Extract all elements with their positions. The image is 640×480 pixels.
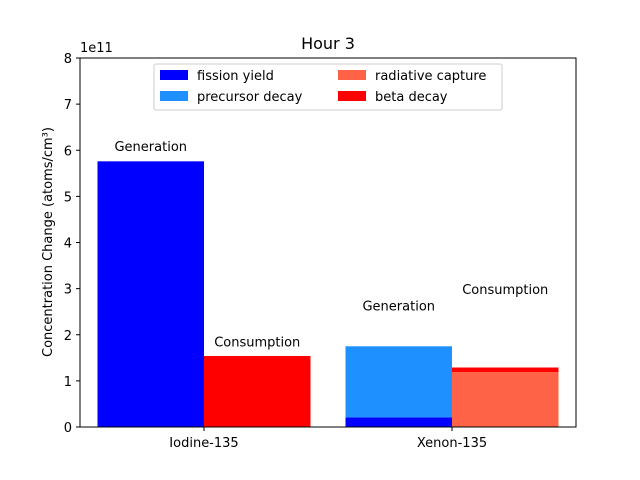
bar-fission-yield-xenon-135 [345, 417, 452, 427]
legend-label: fission yield [197, 69, 274, 84]
legend: fission yield precursor decay radiative ca… [153, 63, 503, 111]
legend-swatch [160, 91, 188, 101]
legend-swatch [338, 70, 366, 80]
legend-label: radiative capture [375, 69, 486, 84]
bar-radiative-capture-xenon-135 [452, 372, 559, 427]
bar-fission-yield-iodine-135 [97, 161, 204, 427]
axes-layer: 0 1 2 3 4 5 6 7 8 Iodine-135 Xenon-135 [64, 52, 577, 451]
y-tick-label: 3 [64, 283, 72, 298]
annotation-label: Generation [362, 300, 435, 315]
bar-precursor-decay-xenon-135 [345, 346, 452, 418]
bar-beta-decay-xenon-135 [452, 367, 559, 373]
annotation-label: Generation [114, 140, 187, 155]
legend-swatch [160, 70, 188, 80]
annotation-label: Consumption [214, 336, 300, 351]
y-tick-label: 1 [64, 375, 72, 390]
y-tick-label: 4 [64, 237, 72, 252]
y-tick-label: 6 [64, 144, 72, 159]
legend-swatch [338, 91, 366, 101]
legend-label: precursor decay [197, 90, 303, 105]
x-tick-label: Iodine-135 [169, 436, 238, 451]
y-tick-label: 5 [64, 190, 72, 205]
chart-title: Hour 3 [301, 34, 355, 53]
bar-beta-decay-iodine-135 [204, 355, 311, 427]
bars-layer [97, 161, 559, 427]
y-tick-label: 8 [64, 52, 72, 67]
y-tick-label: 2 [64, 329, 72, 344]
x-tick-label: Xenon-135 [417, 436, 487, 451]
y-tick-label: 0 [64, 421, 72, 436]
legend-box [153, 63, 503, 111]
y-axis-label: Concentration Change (atoms/cm³) [41, 127, 56, 357]
legend-label: beta decay [375, 90, 448, 105]
annotations-layer: Generation Consumption Generation Consumpti… [114, 140, 548, 351]
y-offset-label: 1e11 [80, 41, 113, 56]
y-tick-label: 7 [64, 98, 72, 113]
annotation-label: Consumption [462, 283, 548, 298]
